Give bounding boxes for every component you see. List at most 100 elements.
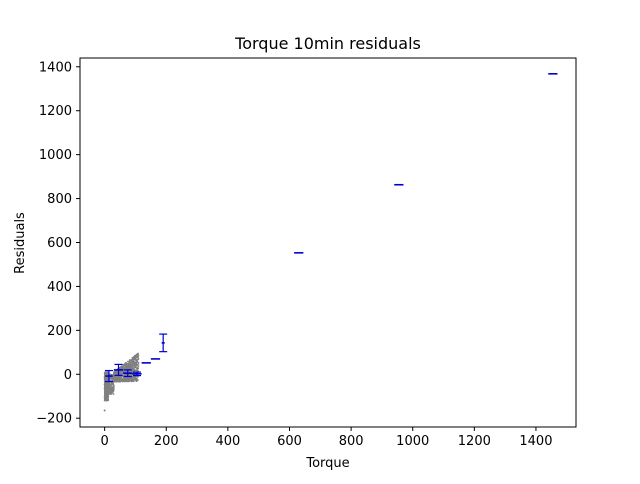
scatter-point <box>132 363 135 366</box>
scatter-point <box>104 398 107 400</box>
y-tick-label: 1200 <box>39 104 72 119</box>
scatter-point <box>112 393 115 395</box>
x-tick-label: 400 <box>215 434 240 449</box>
scatter-point <box>117 379 120 382</box>
y-tick-label: 200 <box>47 324 72 339</box>
scatter-points <box>103 352 140 412</box>
scatter-point <box>109 387 112 390</box>
errorbar-series <box>104 73 558 383</box>
scatter-point <box>134 378 137 380</box>
errorbar-point <box>132 371 142 377</box>
scatter-point <box>107 388 109 391</box>
scatter-point <box>107 396 109 399</box>
scatter-point <box>132 378 135 381</box>
scatter-point <box>137 358 140 360</box>
scatter-point <box>127 360 129 363</box>
x-tick-label: 0 <box>101 434 109 449</box>
scatter-point <box>103 376 106 379</box>
y-tick-label: 600 <box>47 236 72 251</box>
y-axis: −200 0 200 400 600 800 1000 1200 1400 <box>36 60 80 427</box>
errorbar-point <box>123 369 133 378</box>
scatter-point <box>104 388 107 390</box>
scatter-point <box>129 377 132 380</box>
scatter-point <box>105 376 108 379</box>
scatter-point <box>111 390 114 393</box>
scatter-point <box>121 379 124 382</box>
scatter-point <box>135 360 138 362</box>
errorbar-point <box>104 369 113 383</box>
scatter-point <box>137 367 140 370</box>
y-tick-label: 400 <box>47 280 72 295</box>
x-tick-label: 1200 <box>458 434 491 449</box>
scatter-point <box>130 380 133 382</box>
scatter-point <box>111 386 114 389</box>
scatter-point <box>109 390 111 392</box>
scatter-point <box>120 366 122 368</box>
scatter-point <box>135 363 138 366</box>
scatter-point <box>130 374 133 376</box>
y-tick-label: 800 <box>47 192 72 207</box>
scatter-point <box>137 354 140 357</box>
scatter-point <box>134 358 137 361</box>
scatter-point <box>126 363 129 366</box>
y-tick-label: 0 <box>64 368 72 383</box>
scatter-point <box>104 383 107 386</box>
scatter-point <box>106 385 108 388</box>
scatter-point <box>124 362 127 365</box>
scatter-point <box>112 376 115 379</box>
chart-title: Torque 10min residuals <box>234 34 421 53</box>
scatter-point <box>109 376 112 379</box>
scatter-point <box>126 365 128 368</box>
x-axis: 0 200 400 600 800 1000 1200 1400 <box>101 427 552 449</box>
scatter-point <box>128 370 131 372</box>
scatter-point <box>109 393 111 395</box>
scatter-point <box>132 357 135 360</box>
x-tick-label: 600 <box>277 434 302 449</box>
scatter-point <box>131 370 133 372</box>
scatter-point <box>119 372 122 375</box>
scatter-point <box>106 399 108 402</box>
scatter-point <box>109 384 112 387</box>
scatter-point <box>105 389 108 392</box>
x-tick-label: 1400 <box>519 434 552 449</box>
scatter-point <box>107 382 109 385</box>
scatter-point <box>129 362 132 364</box>
y-axis-label: Residuals <box>13 212 28 274</box>
errorbar-point <box>113 363 124 376</box>
scatter-point <box>119 370 122 373</box>
plot-area <box>103 73 558 412</box>
scatter-point <box>123 380 126 383</box>
scatter-point <box>120 379 122 382</box>
y-tick-label: 1000 <box>39 148 72 163</box>
scatter-point <box>118 380 121 383</box>
scatter-point <box>103 378 106 381</box>
scatter-point <box>106 371 109 374</box>
scatter-point <box>114 371 117 374</box>
scatter-point <box>130 359 133 362</box>
scatter-point <box>131 376 134 378</box>
scatter-point <box>105 394 108 397</box>
scatter-point <box>103 409 106 412</box>
errorbar-point <box>159 333 168 353</box>
scatter-point <box>110 392 113 395</box>
scatter-point <box>132 361 135 364</box>
scatter-point <box>104 395 106 398</box>
scatter-point <box>124 370 127 373</box>
scatter-point <box>124 367 126 370</box>
scatter-point <box>137 365 140 368</box>
x-tick-label: 1000 <box>396 434 429 449</box>
scatter-point <box>115 376 118 379</box>
scatter-point <box>106 372 109 375</box>
scatter-point <box>107 387 110 390</box>
scatter-point <box>112 384 115 387</box>
scatter-point <box>108 383 111 386</box>
scatter-point <box>134 365 137 367</box>
scatter-point <box>135 379 138 381</box>
scatter-point <box>105 392 108 395</box>
scatter-point <box>124 364 127 367</box>
y-tick-label: 1400 <box>39 60 72 75</box>
x-tick-label: 200 <box>154 434 179 449</box>
